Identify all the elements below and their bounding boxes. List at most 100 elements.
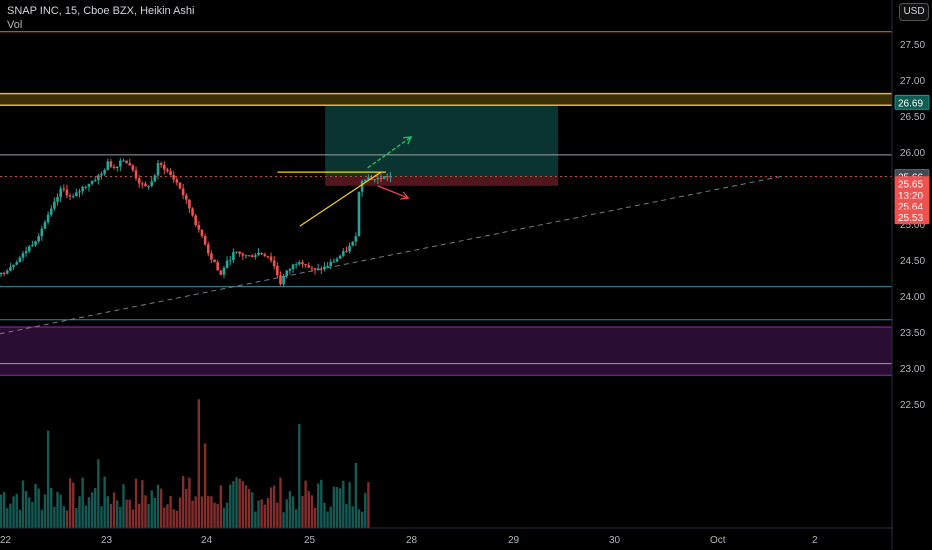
volume-bar [213, 502, 216, 528]
volume-bar [72, 482, 75, 528]
candle-body [5, 270, 9, 274]
candle-body [84, 186, 88, 188]
volume-bar [147, 503, 150, 528]
candle-body [329, 261, 333, 266]
candle-body [257, 252, 260, 256]
volume-bar [266, 498, 270, 528]
candle-body [338, 255, 342, 259]
candle-body [235, 251, 238, 253]
candle-body [360, 181, 364, 192]
volume-label[interactable]: Vol [7, 19, 23, 31]
candle-body [232, 252, 235, 261]
candle-body [357, 191, 361, 237]
volume-bar [34, 483, 37, 528]
volume-bar [222, 507, 226, 528]
candle-body [175, 179, 179, 183]
volume-bar [134, 478, 138, 528]
candle-body [301, 262, 304, 265]
volume-bar [210, 496, 213, 528]
volume-bar [153, 497, 157, 528]
symbol-title[interactable]: SNAP INC, 15, Cboe BZX, Heikin Ashi [7, 5, 195, 17]
candle-body [379, 177, 383, 179]
candle-body [112, 166, 116, 168]
volume-bar [288, 491, 292, 528]
candle-body [147, 185, 150, 187]
candle-body [18, 257, 22, 263]
volume-bar [84, 505, 87, 528]
candle-body [156, 163, 160, 176]
candle-body [122, 160, 125, 162]
candle-body [254, 255, 257, 257]
volume-bar [188, 477, 191, 528]
candle-body [316, 268, 320, 270]
x-tick-label: 30 [609, 535, 621, 546]
volume-bar [53, 506, 56, 528]
volume-bar [207, 495, 210, 528]
candle-body [166, 169, 169, 172]
volume-bar [156, 484, 160, 528]
candle-body [345, 251, 348, 253]
candle-body [363, 179, 367, 182]
candle-body [144, 183, 147, 187]
y-tick-label: 25.00 [900, 220, 925, 231]
price-badge-label: 25.65 [898, 180, 923, 191]
volume-bar [15, 493, 18, 528]
volume-bar [316, 483, 320, 528]
y-tick-label: 23.50 [900, 328, 925, 339]
volume-bar [56, 492, 59, 528]
volume-bar [320, 479, 323, 528]
volume-bar [310, 495, 314, 528]
volume-bar [326, 511, 329, 528]
down-arrow [377, 185, 409, 199]
candle-body [68, 195, 72, 197]
volume-bar [263, 504, 266, 528]
volume-bar [90, 492, 94, 528]
candle-body [21, 253, 25, 258]
candle-body [49, 208, 53, 215]
candle-body [37, 236, 40, 242]
candle-body [213, 259, 216, 263]
volume-bar [307, 491, 310, 528]
candle-body [56, 197, 59, 202]
candle-body [119, 160, 122, 167]
volume-bar [354, 463, 358, 528]
volume-bar [21, 480, 25, 528]
x-tick-label: 28 [406, 535, 418, 546]
candle-body [93, 180, 97, 182]
volume-bar [109, 503, 113, 528]
volume-bar [59, 494, 62, 528]
volume-bar [185, 488, 188, 528]
volume-bar [194, 496, 197, 528]
volume-bar [2, 491, 6, 528]
candle-body [97, 175, 100, 181]
volume-bar [169, 496, 172, 528]
candle-body [90, 180, 94, 184]
volume-bar [323, 502, 326, 528]
candle-body [159, 163, 163, 165]
candle-body [169, 171, 172, 176]
currency-button[interactable]: USD [899, 3, 929, 21]
candle-body [307, 265, 311, 268]
price-badge [894, 94, 930, 110]
candle-body [304, 264, 307, 266]
volume-bar [181, 476, 185, 528]
candle-body [260, 252, 263, 255]
candle-body [131, 165, 135, 171]
y-tick-label: 26.00 [900, 148, 925, 159]
candle-body [15, 262, 19, 265]
volume-bar [119, 506, 122, 528]
volume-bar [304, 480, 307, 528]
volume-bar [342, 480, 345, 528]
volume-bar [137, 503, 141, 528]
volume-bar [112, 492, 116, 528]
candle-body [285, 270, 289, 277]
candle-body [376, 177, 380, 180]
candle-body [181, 188, 185, 196]
volume-bar [178, 497, 182, 528]
candle-body [294, 264, 298, 266]
volume-bar [166, 504, 169, 528]
price-badge-label: 25.53 [898, 213, 923, 224]
candle-body [194, 215, 197, 226]
volume-bar [65, 510, 69, 528]
